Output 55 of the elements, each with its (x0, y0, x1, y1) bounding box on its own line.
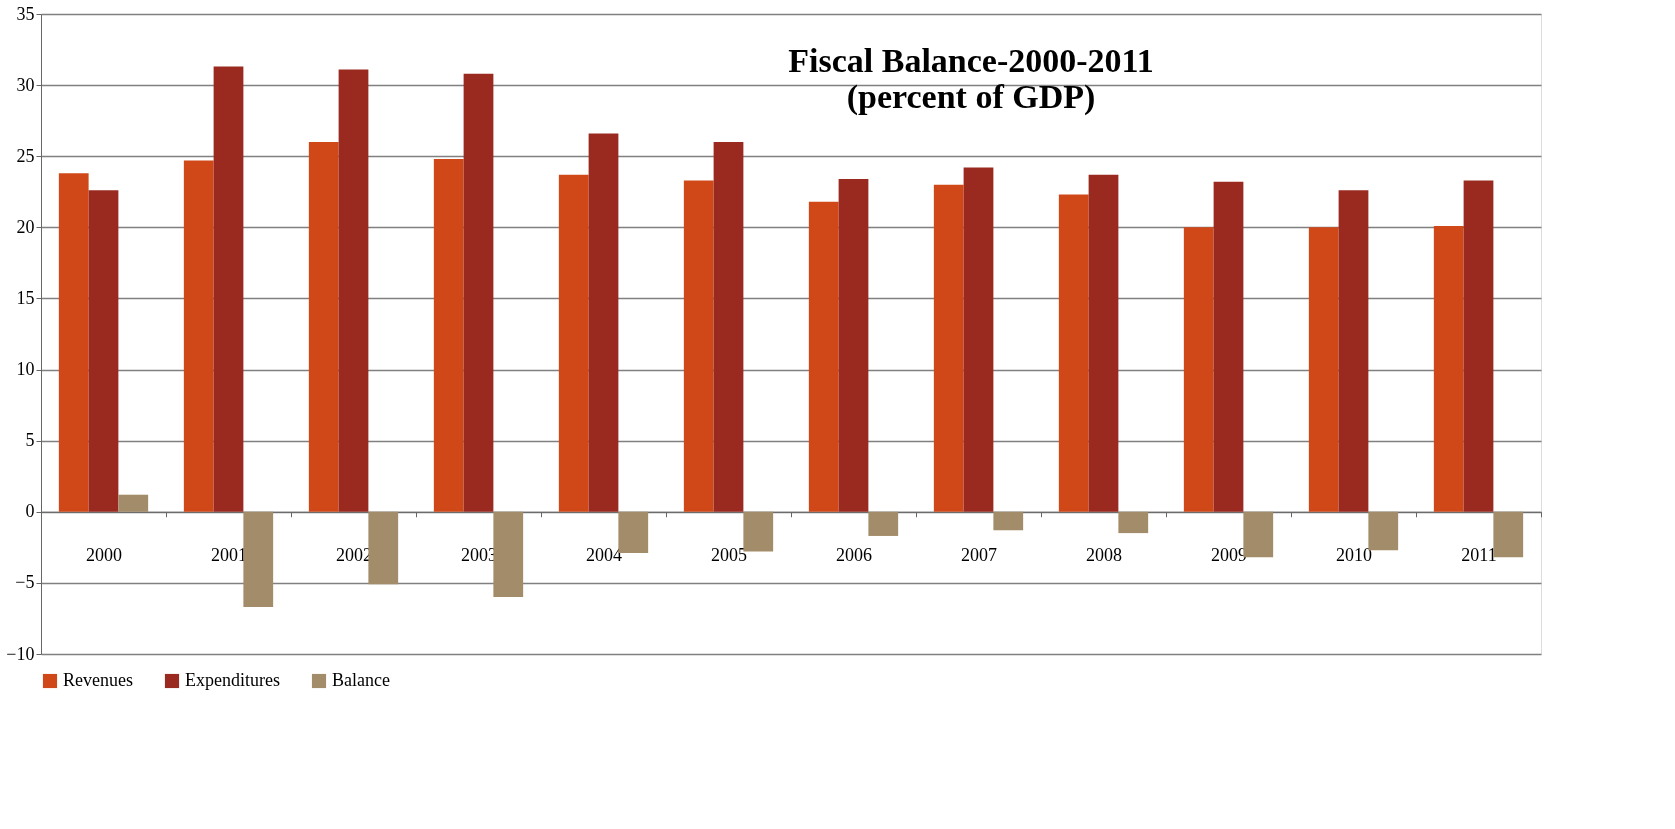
x-tick-label: 2005 (711, 545, 747, 566)
y-tick-label: −5 (15, 572, 35, 593)
bar (1338, 190, 1369, 512)
y-tick-label: 15 (16, 287, 35, 308)
y-tick-label: 35 (16, 3, 35, 24)
y-tick-label: 0 (25, 501, 35, 522)
legend-label: Expenditures (185, 670, 280, 690)
bar (88, 190, 119, 512)
bar (493, 511, 524, 598)
bar (713, 142, 744, 512)
bar (963, 167, 994, 512)
bar (463, 73, 494, 512)
legend-label: Revenues (63, 670, 133, 690)
bar (368, 511, 399, 585)
y-tick-label: 25 (16, 145, 35, 166)
bar (1088, 174, 1119, 512)
y-tick-label: −10 (6, 643, 35, 664)
bar (58, 173, 89, 512)
y-tick-label: 10 (16, 359, 35, 380)
bar (1058, 194, 1089, 512)
x-tick-label: 2004 (586, 545, 622, 566)
bar (1213, 181, 1244, 512)
x-tick-label: 2001 (211, 545, 247, 566)
bar (838, 178, 869, 512)
bar (993, 511, 1024, 531)
legend-label: Balance (332, 670, 390, 690)
bar (243, 511, 274, 608)
bar (558, 174, 589, 512)
bar (308, 142, 339, 512)
text: (percent of GDP) (846, 78, 1096, 115)
bar (933, 184, 964, 512)
bar (338, 69, 369, 512)
bar (808, 201, 839, 512)
bar (1463, 180, 1494, 512)
x-tick-label: 2007 (961, 545, 997, 566)
bar (183, 160, 214, 512)
bar (683, 180, 714, 512)
x-tick-label: 2008 (1086, 545, 1122, 566)
bar (1183, 227, 1214, 512)
bar (433, 159, 464, 512)
x-tick-label: 2011 (1461, 545, 1497, 566)
bar (1433, 225, 1464, 512)
bar (1118, 511, 1149, 534)
y-tick-label: 20 (16, 216, 35, 237)
bar (588, 133, 619, 512)
text: Fiscal Balance-2000-2011 (788, 42, 1154, 79)
bar (213, 66, 244, 512)
bar (1308, 227, 1339, 512)
x-tick-label: 2010 (1336, 545, 1372, 566)
x-tick-label: 2000 (86, 545, 122, 566)
y-tick-label: 5 (25, 430, 35, 451)
bar (868, 511, 899, 536)
bar (118, 494, 149, 512)
y-tick-label: 30 (16, 74, 35, 95)
x-tick-label: 2006 (836, 545, 872, 566)
